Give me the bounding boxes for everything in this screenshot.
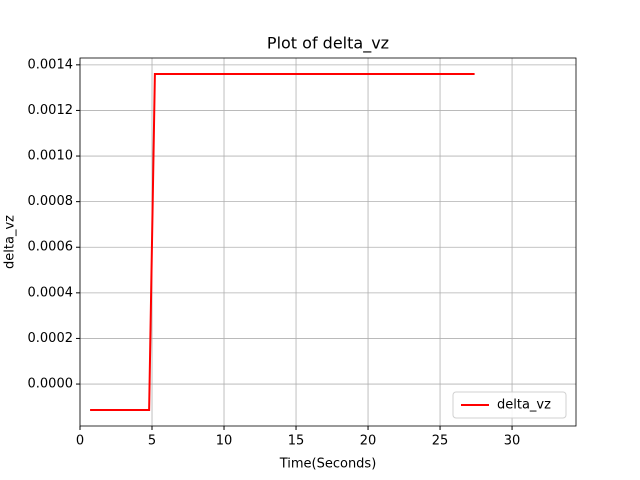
legend-box bbox=[452, 391, 567, 419]
x-tick-label: 25 bbox=[432, 434, 449, 449]
y-tick-label: 0.0008 bbox=[28, 194, 74, 209]
y-axis-label: delta_vz bbox=[3, 215, 18, 269]
x-tick-label: 5 bbox=[148, 434, 156, 449]
x-tick-label: 10 bbox=[216, 434, 233, 449]
x-tick-label: 0 bbox=[76, 434, 84, 449]
y-tick-label: 0.0000 bbox=[28, 377, 74, 392]
x-tick-label: 30 bbox=[504, 434, 521, 449]
y-tick-label: 0.0010 bbox=[28, 149, 74, 164]
x-axis-label: Time(Seconds) bbox=[279, 457, 377, 472]
x-tick-label: 15 bbox=[288, 434, 305, 449]
chart-title: Plot of delta_vz bbox=[267, 34, 389, 54]
y-tick-label: 0.0006 bbox=[28, 240, 74, 255]
x-tick-label: 20 bbox=[360, 434, 377, 449]
plot-frame bbox=[79, 57, 577, 427]
legend-label: delta_vz bbox=[497, 398, 551, 413]
y-tick-label: 0.0002 bbox=[28, 331, 74, 346]
data-line bbox=[90, 72, 475, 412]
y-tick-label: 0.0012 bbox=[28, 103, 74, 118]
y-tick-label: 0.0004 bbox=[28, 285, 74, 300]
y-tick-label: 0.0014 bbox=[28, 57, 74, 72]
